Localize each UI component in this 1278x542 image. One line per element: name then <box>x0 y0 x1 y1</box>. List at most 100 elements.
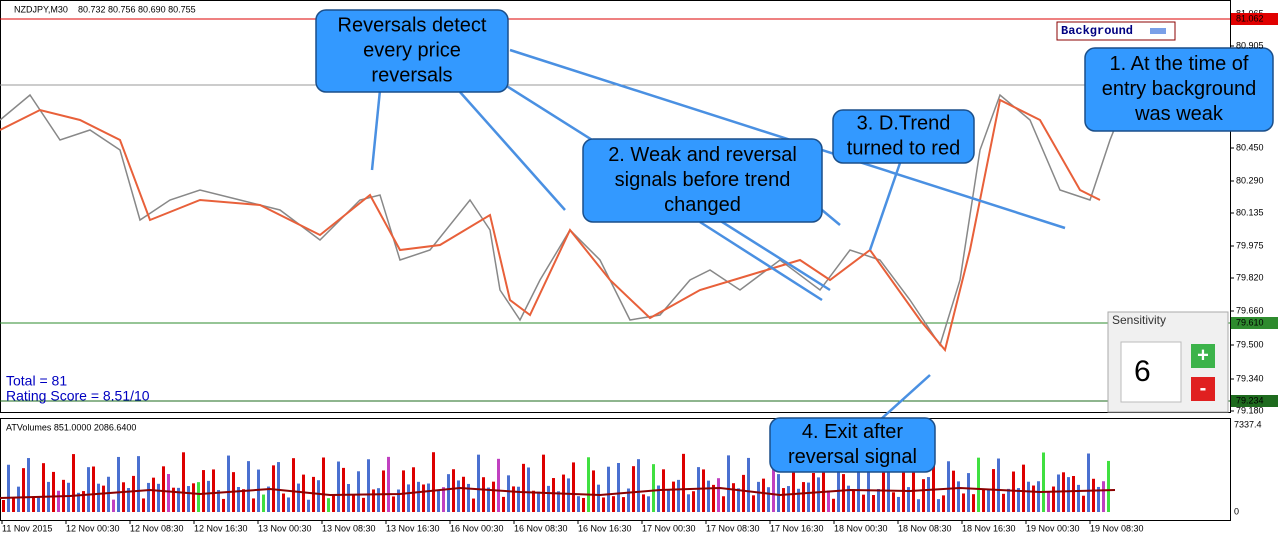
price-label: 80.905 <box>1236 40 1264 50</box>
minus-button[interactable] <box>1191 377 1215 401</box>
volume-bar <box>617 462 620 512</box>
volume-bar <box>132 475 135 512</box>
minus-label: - <box>1200 377 1207 399</box>
background-label: Background <box>1061 24 1133 38</box>
volume-bar <box>477 454 480 512</box>
volume-bar <box>557 491 560 512</box>
volume-bar <box>647 496 650 512</box>
volume-bar <box>957 481 960 512</box>
sensitivity-field[interactable] <box>1120 341 1182 403</box>
volume-bar <box>447 474 450 512</box>
volume-bar <box>682 453 685 512</box>
volume-bar <box>577 496 580 512</box>
volume-bar <box>732 483 735 512</box>
price-label: 79.500 <box>1236 339 1264 349</box>
volume-bar <box>67 482 70 512</box>
volume-bar <box>457 480 460 512</box>
volume-bar <box>632 466 635 512</box>
volume-bar <box>687 494 690 512</box>
volume-bar <box>767 487 770 512</box>
volume-bar <box>422 484 425 512</box>
volume-bar <box>987 489 990 512</box>
volume-bar <box>552 478 555 512</box>
volume-bar <box>242 489 245 512</box>
volume-bar <box>777 474 780 512</box>
volume-bar <box>1077 484 1080 512</box>
volume-bar <box>782 488 785 512</box>
volume-bar <box>627 488 630 512</box>
volume-bar <box>197 482 200 512</box>
volume-bar <box>642 494 645 512</box>
volume-bar <box>1087 453 1090 512</box>
volume-bar <box>72 454 75 512</box>
volume-bar <box>177 487 180 512</box>
volume-bar <box>872 495 875 512</box>
volume-bar <box>1072 476 1075 512</box>
volume-bar <box>527 467 530 512</box>
time-label: 18 Nov 08:30 <box>898 523 952 533</box>
callout-text: 4. Exit after <box>802 421 903 443</box>
volume-bar <box>152 477 155 512</box>
volume-bar <box>857 463 860 512</box>
volume-bar <box>1052 486 1055 512</box>
time-label: 12 Nov 08:30 <box>130 523 184 533</box>
volume-bar <box>522 463 525 512</box>
price-marker <box>1231 317 1278 329</box>
price-marker-label: 81.062 <box>1236 13 1264 23</box>
volume-bar <box>852 489 855 512</box>
time-label: 17 Nov 08:30 <box>706 523 760 533</box>
volume-bar <box>107 476 110 512</box>
volume-bar <box>702 469 705 512</box>
volume-bar <box>277 462 280 512</box>
volume-bar <box>722 496 725 512</box>
volume-bar <box>657 485 660 512</box>
volume-bar <box>1097 486 1100 512</box>
volume-bar <box>322 457 325 512</box>
volume-bar <box>207 480 210 512</box>
volume-bar <box>537 491 540 512</box>
total: Total = 81 <box>6 373 67 389</box>
volume-bar <box>937 499 940 512</box>
volume-bar <box>372 489 375 512</box>
volume-bar <box>417 481 420 512</box>
volume-bar <box>482 477 485 512</box>
volume-bar <box>892 492 895 512</box>
volume-bar <box>817 477 820 512</box>
time-label: 13 Nov 16:30 <box>386 523 440 533</box>
trend-line <box>0 98 1101 353</box>
volume-bar <box>167 474 170 512</box>
volume-bar <box>327 498 330 512</box>
price-marker <box>1231 13 1278 25</box>
volume-bar <box>692 491 695 512</box>
volume-bar <box>772 463 775 512</box>
volume-bar <box>337 461 340 512</box>
volume-bar <box>1102 481 1105 512</box>
volume-bar <box>847 485 850 512</box>
price-label: 80.290 <box>1236 175 1264 185</box>
volume-bar <box>462 476 465 512</box>
volume-bar <box>862 494 865 512</box>
callout <box>832 109 975 164</box>
volume-bar <box>922 479 925 512</box>
price-marker-label: 79.610 <box>1236 317 1264 327</box>
volume-bar <box>977 457 980 512</box>
volume-bar <box>147 482 150 512</box>
volume-bar <box>747 457 750 512</box>
callout-text: turned to red <box>847 137 960 159</box>
volume-bar <box>792 452 795 512</box>
plus-button[interactable] <box>1191 344 1215 368</box>
volume-bar <box>317 480 320 512</box>
volume-bar <box>142 498 145 512</box>
volume-bar <box>797 488 800 512</box>
volume-bar <box>807 482 810 512</box>
time-label: 19 Nov 00:30 <box>1026 523 1080 533</box>
rating: Rating Score = 8.51/10 <box>6 388 150 404</box>
volume-bar <box>1002 493 1005 512</box>
volume-bar <box>37 496 40 512</box>
volume-bar <box>912 472 915 512</box>
callout-text: changed <box>664 194 741 216</box>
volume-bar <box>947 461 950 512</box>
price-label: 80.450 <box>1236 142 1264 152</box>
volume-bar <box>27 458 30 512</box>
